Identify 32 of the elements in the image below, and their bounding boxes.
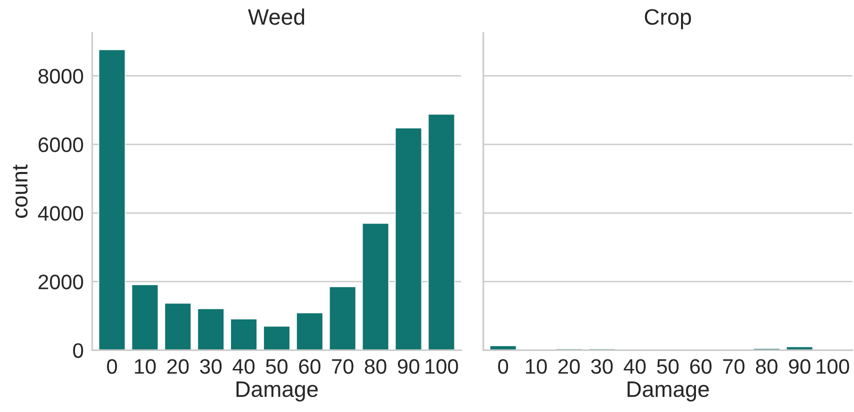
- x-tick-label: 40: [232, 359, 255, 374]
- x-tick-label: 50: [266, 359, 288, 374]
- x-tick-label: 40: [624, 359, 646, 374]
- x-tick-label: 90: [398, 359, 420, 374]
- x-tick-label: 60: [690, 359, 712, 374]
- x-tick-label: 30: [200, 359, 222, 374]
- x-axis-title: Damage: [628, 382, 709, 402]
- x-tick-label: 90: [788, 359, 810, 374]
- x-tick-label: 20: [558, 359, 580, 374]
- x-tick-label: 80: [364, 359, 386, 374]
- y-tick-label: 4000: [38, 206, 84, 221]
- x-tick-label: 60: [299, 359, 320, 374]
- y-tick-label: 6000: [38, 137, 84, 152]
- chart-title: Weed: [248, 8, 304, 25]
- y-tick-label: 2000: [38, 274, 84, 290]
- y-tick-label: 8000: [38, 68, 84, 84]
- y-tick-label: 0: [73, 343, 84, 358]
- x-tick-label: 70: [332, 359, 354, 374]
- y-axis-title: count: [13, 164, 28, 218]
- x-tick-label: 10: [526, 359, 547, 374]
- x-tick-label: 0: [498, 359, 508, 374]
- x-tick-label: 30: [591, 359, 613, 374]
- x-tick-label: 10: [134, 359, 156, 374]
- x-tick-label: 50: [657, 359, 679, 374]
- x-tick-label: 80: [756, 359, 778, 374]
- x-tick-label: 70: [723, 359, 744, 374]
- x-axis-title: Damage: [236, 382, 318, 402]
- x-tick-label: 20: [167, 359, 189, 374]
- chart-title: Crop: [644, 9, 691, 30]
- x-tick-label: 100: [816, 359, 850, 374]
- x-tick-label: 0: [107, 359, 117, 374]
- x-tick-label: 100: [426, 359, 458, 374]
